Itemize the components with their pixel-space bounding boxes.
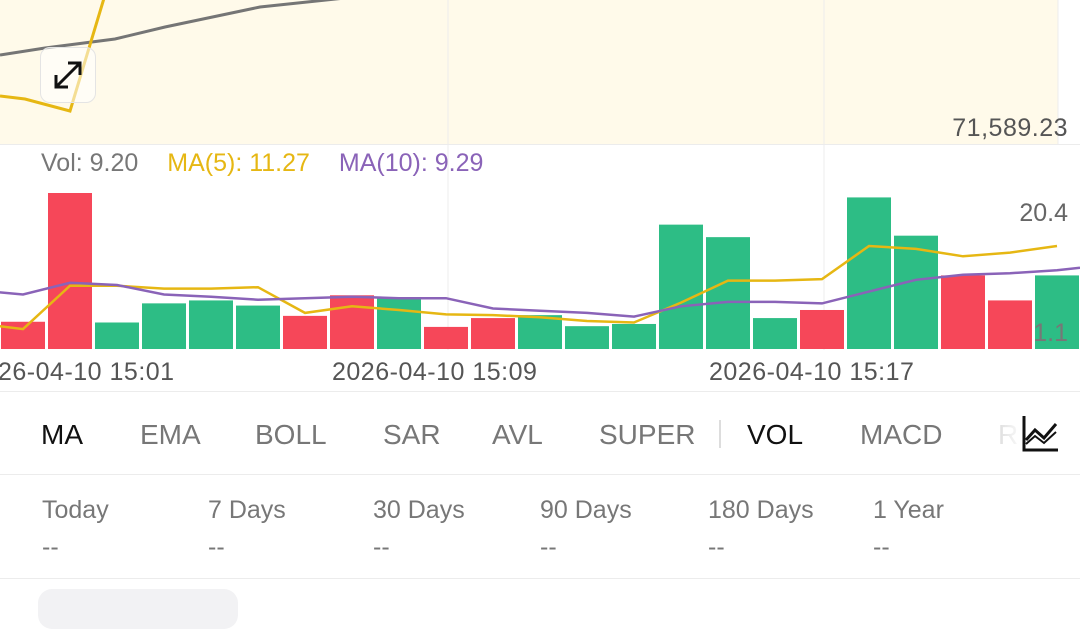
volume-bar [283,315,327,349]
volume-bar [48,193,92,349]
period-label: 180 Days [708,496,814,524]
period-value: -- [708,533,725,561]
period-value: -- [373,533,390,561]
tabs-fade [990,392,1080,474]
volume-bar [988,300,1032,349]
period-value: -- [42,533,59,561]
volume-bar [518,315,562,349]
ma10-value: MA(10): 9.29 [338,149,484,177]
tab-divider [719,420,721,448]
volume-bar [800,309,844,349]
volume-bar [189,300,233,349]
indicator-tabs: MA EMA BOLL SAR AVL SUPER VOL MACD R [0,391,1080,475]
volume-bar [847,197,891,349]
volume-bar [142,303,186,349]
expand-chart-button[interactable] [40,47,96,103]
period-label: 7 Days [208,496,286,524]
volume-bar [706,237,750,349]
period-value: -- [540,533,557,561]
period-label: 30 Days [373,496,465,524]
time-tick: 2026-04-10 15:09 [332,358,538,386]
volume-bar [565,326,609,349]
volume-bar [753,318,797,349]
expand-arrows-icon [54,61,82,89]
period-90-days: 90 Days -- [540,496,632,562]
tab-vol[interactable]: VOL [747,419,804,450]
ma5-line [0,244,1058,331]
volume-bar [95,322,139,349]
indicator-chart-icon[interactable] [1020,414,1060,454]
time-tick: 26-04-10 15:01 [0,358,175,386]
volume-bar [1035,275,1079,349]
period-180-days: 180 Days -- [708,496,814,562]
volume-bar [424,326,468,349]
volume-axis-max: 20.4 [1019,199,1068,227]
period-30-days: 30 Days -- [373,496,465,562]
tab-sar[interactable]: SAR [383,419,441,450]
section-divider [0,578,1080,579]
volume-bar [659,224,703,349]
tab-boll[interactable]: BOLL [255,419,327,450]
tab-ema[interactable]: EMA [140,419,201,450]
price-axis-label: 71,589.23 [952,114,1068,142]
volume-bars [1,193,1079,349]
volume-axis-min: 1.1 [1033,319,1068,347]
volume-bar [941,275,985,349]
volume-bar [894,235,938,349]
ma10-line [0,266,1080,318]
ma5-value: MA(5): 11.27 [167,149,310,177]
bottom-tab-pill[interactable] [38,589,238,629]
volume-bar [1,321,45,349]
period-label: Today [42,496,109,524]
volume-bar [471,318,515,349]
period-value: -- [208,533,225,561]
period-7-days: 7 Days -- [208,496,286,562]
price-ma-line [0,0,341,57]
volume-bar [236,305,280,349]
tab-super[interactable]: SUPER [599,419,696,450]
price-area-fill [0,0,1058,144]
tab-macd[interactable]: MACD [860,419,943,450]
volume-bar [330,295,374,349]
period-label: 1 Year [873,496,944,524]
period-today: Today -- [42,496,109,562]
time-tick: 2026-04-10 15:17 [709,358,915,386]
vol-value: Vol: 9.20 [41,149,139,177]
volume-bar [612,323,656,349]
period-label: 90 Days [540,496,632,524]
period-1-year: 1 Year -- [873,496,944,562]
tab-ma[interactable]: MA [41,419,83,450]
kline-chart[interactable] [0,0,1080,392]
volume-legend: Vol: 9.20 MA(5): 11.27 MA(10): 9.29 [41,149,505,178]
volume-bar [377,297,421,349]
period-value: -- [873,533,890,561]
tab-avl[interactable]: AVL [492,419,543,450]
